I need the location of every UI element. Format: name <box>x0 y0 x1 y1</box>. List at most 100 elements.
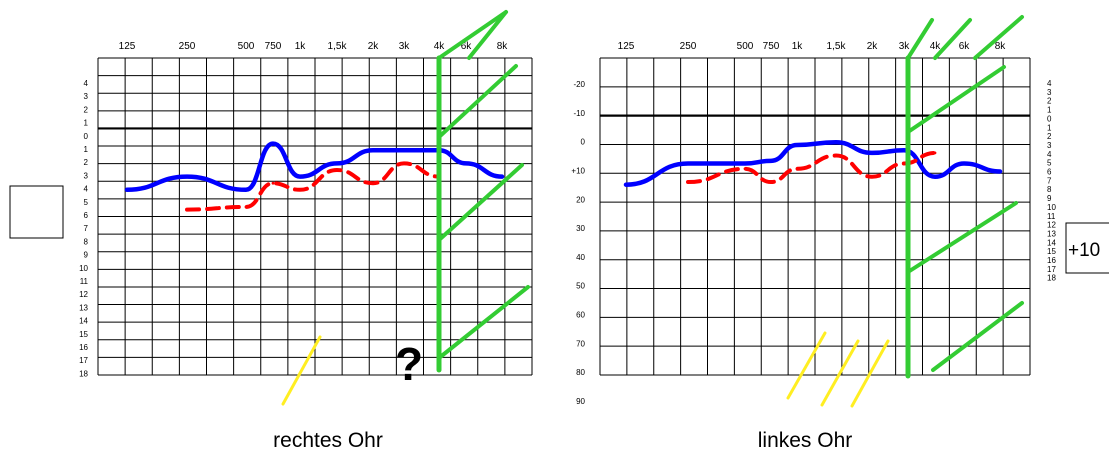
right-tick-label: 4 <box>1047 150 1052 159</box>
y-tick-label: 0 <box>581 138 586 147</box>
green-mark <box>906 201 1018 274</box>
y-tick-label: 60 <box>576 311 585 320</box>
right-tick-label: 7 <box>1047 176 1052 185</box>
right-tick-label: 1 <box>1047 123 1052 132</box>
data-point <box>298 188 302 192</box>
audiogram-right-ear: rechtes Ohr 125 250 500 750 1k 1,5k 2k 3k 4k 6k 8k… <box>79 10 533 450</box>
right-tick-label: 1 <box>1047 106 1052 115</box>
x-tick-label: 6k <box>461 41 473 52</box>
x-tick-label: 1k <box>792 41 804 52</box>
data-point <box>402 162 406 165</box>
caption-right-ear: rechtes Ohr <box>273 429 383 450</box>
x-tick-label: 2k <box>368 41 380 52</box>
yellow-mark <box>281 335 322 406</box>
x-tick-label: 1,5k <box>328 41 348 52</box>
y-tick-label: 70 <box>576 339 585 348</box>
right-tick-label: 6 <box>1047 168 1052 177</box>
green-mark <box>906 18 934 60</box>
y-tick-label: 2 <box>84 158 89 167</box>
data-point <box>769 180 773 184</box>
data-point <box>335 162 339 165</box>
data-point <box>769 159 773 163</box>
x-tick-label: 6k <box>959 41 971 52</box>
green-mark <box>973 15 1024 60</box>
y-tick-label: 3 <box>84 92 89 101</box>
y-tick-label: 9 <box>84 251 89 260</box>
data-point <box>271 142 275 146</box>
y-tick-label: -20 <box>573 80 585 89</box>
y-tick-label: 14 <box>79 317 88 326</box>
data-point <box>686 180 690 184</box>
y-tick-label: 10 <box>79 264 88 273</box>
data-point <box>185 175 189 179</box>
right-tick-label: 17 <box>1047 265 1056 274</box>
y-tick-label: 50 <box>576 282 585 291</box>
data-point <box>743 167 747 171</box>
green-mark <box>906 65 1006 134</box>
data-point <box>998 170 1002 173</box>
x-tick-label: 500 <box>737 41 754 52</box>
x-tick-label: 3k <box>899 41 911 52</box>
data-point <box>743 162 747 165</box>
x-tick-label: 125 <box>618 41 635 52</box>
right-tick-label: 4 <box>1047 79 1052 88</box>
data-point <box>870 151 874 155</box>
yellow-mark <box>786 331 827 400</box>
x-tick-label: 2k <box>867 41 879 52</box>
right-tick-label: 13 <box>1047 229 1056 238</box>
caption-left-ear: linkes Ohr <box>758 429 853 450</box>
x-tick-label: 1k <box>295 41 307 52</box>
data-point <box>271 181 275 185</box>
green-mark <box>437 285 530 360</box>
data-point <box>500 175 504 179</box>
y-tick-label: 12 <box>79 290 88 299</box>
data-point <box>125 188 129 192</box>
y-tick-label: 0 <box>84 132 89 141</box>
data-point <box>902 162 906 165</box>
x-tick-label: 3k <box>399 41 411 52</box>
right-tick-label: 12 <box>1047 221 1056 230</box>
right-tick-label: 2 <box>1047 132 1052 141</box>
y-tick-label: 7 <box>84 224 89 233</box>
green-mark <box>437 64 518 139</box>
green-mark <box>437 10 508 60</box>
yellow-mark <box>820 339 860 407</box>
y-tick-label: 80 <box>576 368 585 377</box>
y-tick-label: +10 <box>571 166 585 175</box>
x-tick-label: 8k <box>995 41 1007 52</box>
data-point <box>933 175 937 179</box>
data-point <box>335 168 339 172</box>
y-tick-label: 6 <box>84 211 89 220</box>
series-dashed-line <box>686 150 937 185</box>
data-point <box>402 148 406 152</box>
audiogram-left-ear: linkes Ohr 125 250 500 750 1k 1,5k 2k 3k 4k 6k 8k-… <box>571 15 1056 450</box>
green-mark <box>933 18 972 60</box>
right-tick-label: 11 <box>1047 212 1056 221</box>
right-tick-label: 18 <box>1047 274 1056 283</box>
series-solid-line <box>124 141 505 193</box>
x-tick-label: 4k <box>930 41 942 52</box>
x-tick-label: 750 <box>265 41 282 52</box>
series-dashed-line <box>185 161 441 212</box>
data-point <box>834 154 838 157</box>
right-tick-label: 3 <box>1047 141 1052 150</box>
data-point <box>624 183 628 187</box>
right-tick-label: 14 <box>1047 238 1056 247</box>
y-tick-label: 18 <box>79 369 88 378</box>
y-tick-label: 17 <box>79 356 88 365</box>
green-mark <box>437 163 524 242</box>
y-tick-label: 1 <box>84 119 89 128</box>
y-tick-label: 15 <box>79 330 88 339</box>
x-tick-label: 750 <box>763 41 780 52</box>
right-tick-label: 0 <box>1047 114 1052 123</box>
right-tick-label: 15 <box>1047 247 1056 256</box>
y-tick-label: 8 <box>84 237 89 246</box>
x-tick-label: 125 <box>119 41 136 52</box>
y-tick-label: 90 <box>576 397 585 406</box>
data-point <box>795 143 799 147</box>
data-point <box>902 148 906 152</box>
left-marker-box <box>9 185 64 239</box>
right-tick-label: 2 <box>1047 97 1052 106</box>
data-point <box>834 140 838 144</box>
